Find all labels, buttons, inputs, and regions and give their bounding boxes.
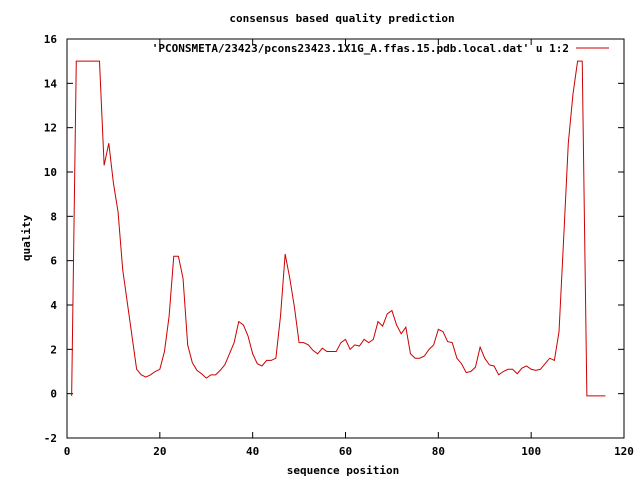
x-tick-label: 120: [614, 445, 634, 458]
y-tick-label: 0: [50, 388, 57, 401]
legend: 'PCONSMETA/23423/pcons23423.1X1G_A.ffas.…: [152, 42, 609, 55]
y-tick-label: 4: [50, 299, 57, 312]
y-tick-label: 2: [50, 343, 57, 356]
y-axis-label: quality: [20, 214, 33, 261]
legend-label: 'PCONSMETA/23423/pcons23423.1X1G_A.ffas.…: [152, 42, 569, 55]
x-tick-label: 20: [153, 445, 166, 458]
x-tick-label: 0: [64, 445, 71, 458]
y-tick-label: -2: [44, 432, 57, 445]
y-tick-label: 16: [44, 33, 58, 46]
series-group: [71, 60, 606, 397]
x-tick-label: 100: [521, 445, 541, 458]
plot-frame: [66, 38, 625, 439]
x-tick-label: 80: [432, 445, 445, 458]
x-tick-label: 60: [339, 445, 352, 458]
y-tick-label: 14: [44, 77, 58, 90]
x-tick-label: 40: [246, 445, 259, 458]
y-tick-label: 8: [50, 210, 57, 223]
y-tick-label: 10: [44, 166, 57, 179]
chart-title: consensus based quality prediction: [229, 12, 454, 25]
y-tick-label: 12: [44, 122, 57, 135]
axis-ticks: 0 20 40 60 80 100 120 -2 0 2 4 6 8 10 12 14 16: [44, 33, 634, 458]
y-tick-label: 6: [50, 255, 57, 268]
x-axis-label: sequence position: [287, 464, 400, 477]
series-line-1: [71, 60, 606, 397]
